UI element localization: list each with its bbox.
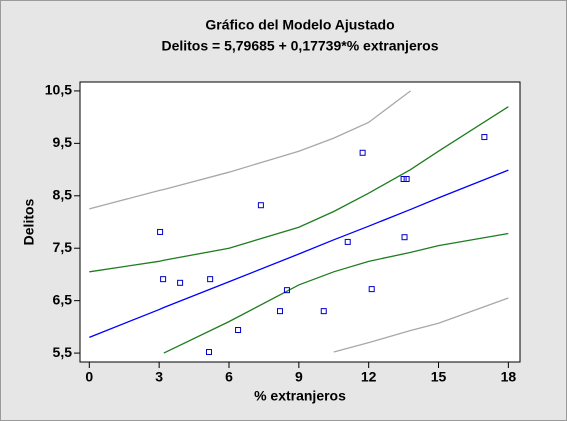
data-point [368, 286, 375, 293]
y-axis-label: Delitos [21, 198, 37, 245]
data-point [235, 327, 242, 334]
data-point [177, 279, 184, 286]
data-point [157, 228, 164, 235]
y-tick-label: 7,5 [53, 239, 73, 255]
x-tick-label: 0 [85, 369, 93, 385]
data-point [283, 287, 290, 294]
x-tick-label: 15 [431, 369, 447, 385]
data-point [207, 276, 214, 283]
data-point [257, 202, 264, 209]
x-tick-label: 6 [225, 369, 233, 385]
data-point [359, 149, 366, 156]
y-tick-label: 8,5 [53, 186, 73, 202]
fit-line [89, 90, 411, 210]
chart-subtitle: Delitos = 5,79685 + 0,17739*% extranjero… [161, 38, 438, 54]
data-point [344, 238, 351, 245]
data-point [400, 176, 407, 183]
chart-title: Gráfico del Modelo Ajustado [205, 17, 394, 33]
x-tick-label: 9 [295, 369, 303, 385]
plot-area [79, 81, 521, 363]
x-axis-label: % extranjeros [254, 388, 346, 404]
y-tick-label: 9,5 [53, 134, 73, 150]
data-point [276, 308, 283, 315]
y-tick-label: 6,5 [53, 291, 73, 307]
data-point [205, 349, 212, 356]
fit-line [89, 106, 509, 273]
data-point [481, 134, 488, 141]
y-tick-label: 5,5 [53, 344, 73, 360]
fit-line [89, 169, 509, 338]
data-point [160, 276, 167, 283]
x-tick-label: 12 [361, 369, 377, 385]
data-point [403, 176, 410, 183]
data-point [320, 308, 327, 315]
fit-line [163, 232, 509, 354]
y-tick-label: 10,5 [45, 82, 72, 98]
x-tick-label: 3 [155, 369, 163, 385]
x-tick-label: 18 [501, 369, 517, 385]
fit-line [333, 297, 509, 353]
data-point [401, 234, 408, 241]
